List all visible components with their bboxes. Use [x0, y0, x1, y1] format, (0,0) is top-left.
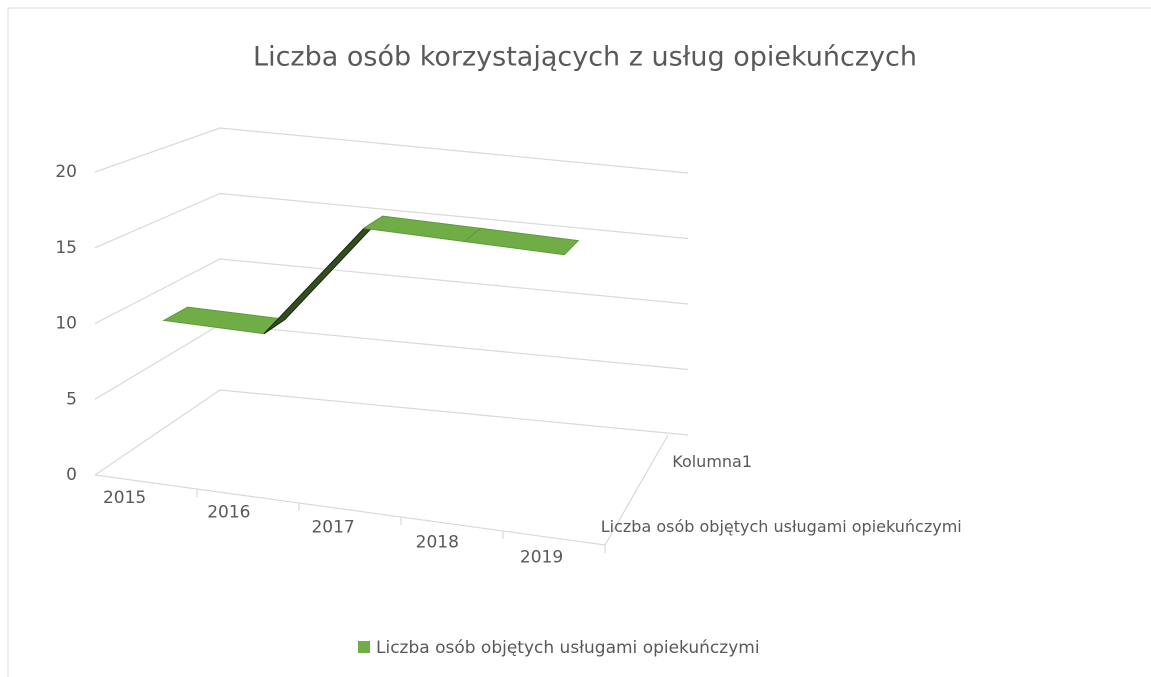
depth-label: Liczba osób objętych usługami opiekuńczy…	[601, 517, 962, 536]
grid-line	[94, 323, 689, 400]
y-tick-label: 10	[55, 314, 77, 334]
chart-title: Liczba osób korzystających z usług opiek…	[253, 42, 917, 73]
y-tick-label: 15	[55, 238, 77, 258]
floor-edge	[94, 434, 669, 546]
chart-frame	[7, 7, 1151, 677]
ribbon-segment	[462, 227, 580, 256]
depth-label: Kolumna1	[672, 452, 752, 471]
x-tick-label: 2019	[520, 547, 563, 567]
y-tick-label: 0	[66, 465, 77, 485]
x-tick-label: 2016	[207, 503, 250, 523]
y-tick-label: 5	[66, 389, 77, 409]
legend-swatch	[358, 641, 370, 653]
ribbon-segment	[263, 215, 384, 335]
x-tick-label: 2018	[416, 532, 459, 552]
legend-label: Liczba osób objętych usługami opiekuńczy…	[376, 638, 760, 658]
x-tick-label: 2017	[311, 518, 354, 538]
grid-line	[94, 389, 689, 476]
grid-line	[94, 192, 689, 249]
ribbon-segment	[162, 306, 287, 335]
y-tick-label: 20	[55, 162, 77, 182]
ribbon-segment	[362, 215, 482, 243]
x-tick-label: 2015	[103, 488, 146, 508]
grid-line	[94, 127, 689, 174]
grid-line	[94, 258, 689, 325]
